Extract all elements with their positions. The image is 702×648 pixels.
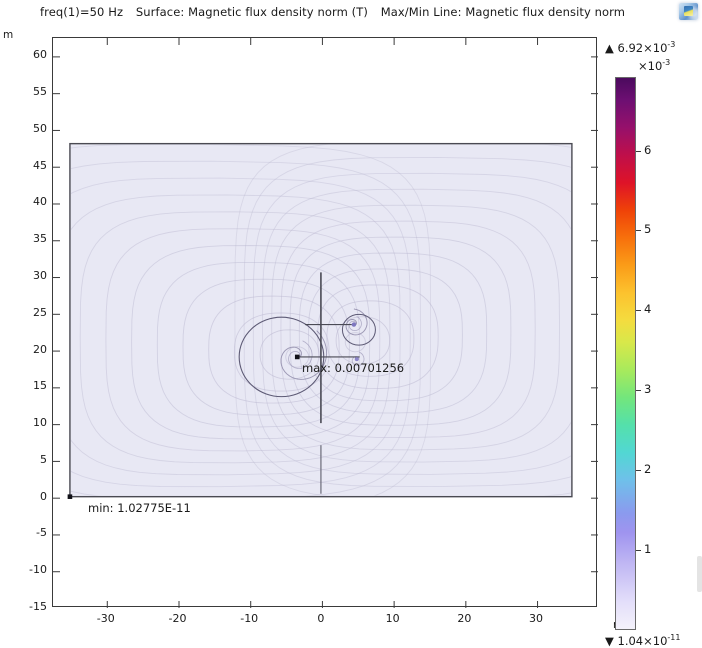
- y-tick-label: 0: [40, 489, 47, 503]
- x-tick-label: -20: [168, 612, 187, 625]
- near-field-spiral: [280, 330, 328, 380]
- title-part-maxmin: Max/Min Line: Magnetic flux density norm: [380, 5, 626, 19]
- y-tick-label: 5: [40, 452, 47, 466]
- streamline: [252, 172, 571, 475]
- streamline: [208, 295, 340, 404]
- colorbar-tick-label: 1: [644, 542, 652, 557]
- y-axis-unit-label: m: [3, 29, 14, 41]
- axis-ticks: [53, 38, 598, 608]
- y-tick-label: -15: [29, 600, 47, 613]
- y-tick-label: 10: [33, 416, 47, 430]
- colorbar-up-arrow-icon: ▲: [605, 40, 614, 55]
- streamline-group: [70, 144, 571, 496]
- streamline: [156, 261, 360, 428]
- y-tick-label: 55: [33, 85, 47, 99]
- near-field-spiral: [348, 316, 362, 332]
- near-field-spiral: [345, 308, 368, 336]
- streamline: [335, 316, 391, 365]
- y-tick-label: 20: [33, 342, 47, 356]
- streamline: [285, 346, 310, 368]
- y-tick-label: 15: [33, 379, 47, 393]
- colorbar-tick-label: 4: [644, 302, 652, 317]
- streamline: [298, 252, 488, 414]
- colorbar-max-value: 6.92: [617, 40, 644, 55]
- y-tick-label: 50: [33, 121, 47, 135]
- y-tick-label: 45: [33, 158, 47, 172]
- y-tick-label: 25: [33, 305, 47, 319]
- colorbar-tick-label: 6: [644, 142, 652, 157]
- x-tick-label: -30: [96, 612, 115, 625]
- title-part-surface: Surface: Magnetic flux density norm (T): [135, 5, 368, 19]
- streamline: [308, 268, 463, 402]
- colorbar-max-label: ▲ 6.92×10-3: [605, 40, 675, 55]
- streamline: [326, 300, 415, 377]
- x-tick-label: 0: [317, 612, 325, 625]
- max-marker: [294, 354, 300, 360]
- scrollbar-thumb[interactable]: [697, 556, 702, 592]
- y-tick-label: 30: [33, 269, 47, 283]
- colorbar-tick: [636, 150, 641, 152]
- colorbar-min-label: ▼ 1.04×10-11: [605, 633, 680, 648]
- max-min-contour-ring-right: [341, 313, 376, 346]
- streamline: [131, 245, 371, 440]
- streamline: [243, 156, 571, 488]
- y-tick-label: -10: [29, 563, 47, 577]
- y-tick-label: -5: [36, 526, 47, 540]
- colorbar-scale-mantissa: ×10: [638, 58, 663, 73]
- min-marker: [67, 494, 73, 499]
- colorbar-gradient[interactable]: [615, 77, 636, 630]
- streamline: [182, 278, 350, 416]
- plot-canvas[interactable]: [53, 38, 596, 606]
- max-annotation-label: max: 0.00701256: [302, 361, 405, 375]
- colorbar-tick-label: 5: [644, 222, 652, 237]
- y-tick-label: 40: [33, 195, 47, 209]
- colorbar-max-mantissa: ×10: [643, 40, 668, 55]
- colorbar-scale-label: ×10-3: [638, 58, 670, 73]
- min-annotation-label: min: 1.02775E-11: [88, 501, 191, 515]
- streamline: [105, 228, 381, 452]
- colorbar-tick: [636, 310, 641, 312]
- colorbar-tick: [636, 470, 641, 472]
- colorbar-tick: [636, 550, 641, 552]
- streamline: [271, 204, 560, 451]
- plot-title: freq(1)=50 Hz Surface: Magnetic flux den…: [40, 5, 634, 19]
- magnetic-field-plot: [67, 142, 573, 499]
- conductor-dot-right-low: [354, 357, 359, 362]
- colorbar-tick-label: 2: [644, 462, 652, 477]
- title-part-freq: freq(1)=50 Hz: [40, 5, 124, 19]
- streamline: [70, 160, 421, 496]
- streamline: [262, 188, 571, 463]
- x-tick-label: -10: [240, 612, 259, 625]
- x-tick-label: 10: [385, 612, 400, 625]
- streamline: [70, 177, 411, 488]
- streamline: [70, 144, 432, 496]
- colorbar-max-exp: -3: [667, 40, 676, 49]
- conductor-dot-right-high: [351, 322, 357, 327]
- x-tick-label: 20: [457, 612, 472, 625]
- streamline: [259, 329, 320, 380]
- y-tick-label: 35: [33, 232, 47, 246]
- colorbar-scale-exp: -3: [662, 58, 671, 67]
- colorbar-tick: [636, 230, 641, 232]
- colorbar-tick-label: 3: [644, 382, 652, 397]
- streamline: [70, 194, 401, 476]
- streamline: [233, 312, 330, 392]
- x-tick-label: 30: [529, 612, 544, 625]
- colorbar-min-exp: -11: [667, 633, 681, 642]
- comsol-window-icon[interactable]: [679, 3, 698, 20]
- streamline: [280, 220, 536, 439]
- streamline: [234, 144, 571, 496]
- streamline: [79, 211, 391, 464]
- colorbar-tick: [636, 390, 641, 392]
- y-tick-label: 60: [33, 48, 47, 62]
- streamline: [289, 236, 512, 426]
